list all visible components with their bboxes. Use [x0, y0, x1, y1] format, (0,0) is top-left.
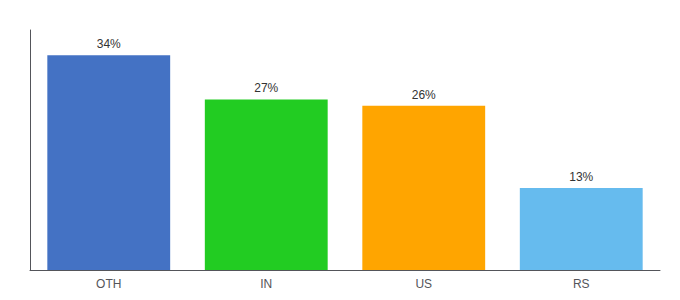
svg-text:13%: 13% [569, 170, 593, 184]
svg-text:US: US [415, 277, 432, 291]
svg-text:RS: RS [573, 277, 590, 291]
svg-text:34%: 34% [97, 37, 121, 51]
svg-text:26%: 26% [412, 88, 436, 102]
svg-text:27%: 27% [254, 81, 278, 95]
svg-text:OTH: OTH [96, 277, 121, 291]
svg-text:IN: IN [260, 277, 272, 291]
